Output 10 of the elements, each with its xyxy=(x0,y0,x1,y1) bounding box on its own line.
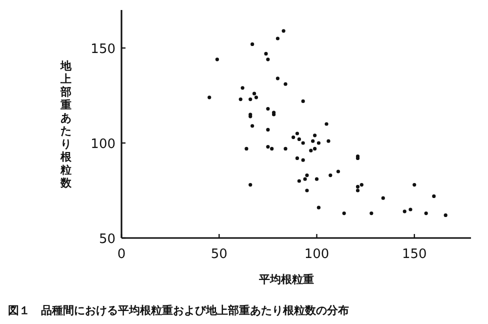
y-tick-label: 100 xyxy=(90,137,116,152)
x-tick-label: 0 xyxy=(117,247,126,262)
x-tick-label: 100 xyxy=(304,247,330,262)
x-tick-label: 150 xyxy=(402,247,427,262)
caption: 図１ 品種間における平均根粒重および地上部重あたり根粒数の分布 xyxy=(8,304,349,317)
y-tick-label: 150 xyxy=(90,42,116,57)
text: 地上部重あたり根粒数 xyxy=(60,60,72,190)
y-tick-label: 50 xyxy=(98,232,116,247)
x-axis-title: 平均根粒重 xyxy=(258,273,314,286)
x-tick-label: 50 xyxy=(210,247,228,262)
